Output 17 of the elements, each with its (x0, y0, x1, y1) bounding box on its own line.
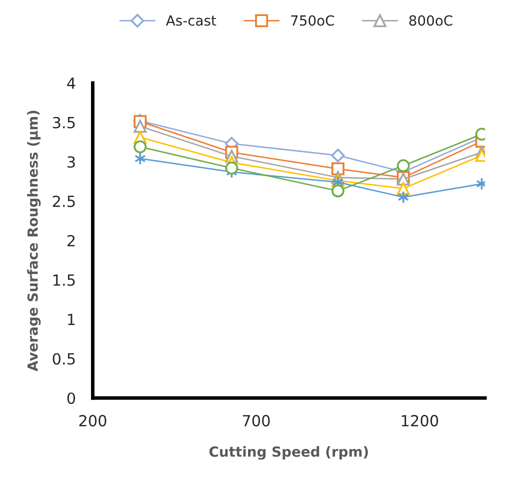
y-axis-title: Average Surface Roughness (µm) (27, 110, 41, 372)
y-tick-label: 2.5 (52, 196, 75, 208)
y-tick-label: 2 (67, 234, 75, 246)
y-tick-label: 3 (68, 156, 75, 168)
x-tick-label: 700 (242, 414, 270, 426)
y-tick-label: 1.5 (53, 274, 75, 286)
y-tick-label: 1 (68, 314, 75, 326)
y-tick-label: 4 (67, 78, 76, 89)
legend-label: 800oC (409, 15, 452, 26)
y-tick-label: 0 (67, 392, 76, 404)
legend-label: 750oC (291, 15, 334, 26)
x-tick-label: 200 (79, 414, 106, 426)
x-axis-title: Cutting Speed (rpm) (209, 446, 368, 460)
x-tick-label: 1200 (402, 414, 438, 426)
y-tick-label: 3.5 (52, 116, 75, 128)
y-tick-label: 0.5 (52, 353, 75, 365)
legend-label: As-cast (166, 15, 216, 26)
